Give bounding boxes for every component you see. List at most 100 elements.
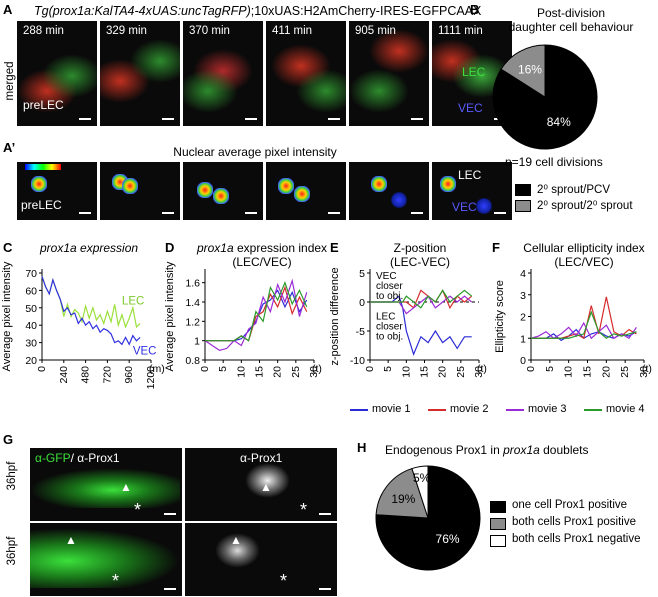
x-tick-label: 0 — [364, 366, 376, 372]
y-tick-label: 1.4 — [185, 297, 200, 309]
x-tick-label: 30 — [308, 366, 320, 378]
y-tick-label: 50 — [25, 303, 37, 315]
y-tick-label: 4 — [520, 268, 526, 280]
vec-label: VEC — [458, 101, 483, 115]
y-tick-label: 70 — [25, 268, 37, 280]
panel-d-subtitle: (LEC/VEC) — [232, 255, 292, 269]
chart-f: 0 1 2 3 4 0 5 10 15 20 25 30 Ellipticity score (t) — [494, 268, 652, 378]
lec-series-label: LEC — [122, 295, 144, 307]
y-tick-label: 60 — [25, 285, 37, 297]
panel-h-title-pre: Endogenous Prox1 in — [385, 443, 504, 457]
panel-b-legend-swatch-2 — [515, 200, 531, 212]
panel-b-n-label: n=19 cell divisions — [505, 155, 603, 169]
asterisk-marker: * — [300, 500, 308, 520]
pie-slice-label: 19% — [391, 492, 415, 506]
panel-g-image-gfp-2: ▲ * — [30, 523, 182, 596]
panel-h-legend-label-2: both cells Prox1 positive — [512, 516, 637, 528]
scale-bar — [411, 118, 423, 120]
panel-f-title: Cellular ellipticity index (LEC/VEC) — [510, 241, 658, 269]
frame-time-label: 370 min — [189, 25, 230, 37]
scale-bar — [328, 212, 340, 214]
scale-bar — [411, 212, 423, 214]
panel-b-legend-label-2: 2⁰ sprout/2⁰ sprout — [537, 200, 633, 212]
x-tick-label: 1200 — [145, 366, 157, 390]
panel-f-subtitle: (LEC/VEC) — [554, 255, 614, 269]
x-axis-unit-label: (t) — [477, 363, 487, 375]
movie-legend-label-1: movie 1 — [372, 403, 411, 415]
x-axis-unit-label: (m) — [149, 363, 165, 375]
panel-h-legend-swatch-2 — [490, 518, 506, 530]
heatmap-frame — [183, 162, 263, 220]
x-axis-unit-label: (t) — [312, 363, 322, 375]
pie-slice — [492, 44, 598, 150]
scale-bar — [162, 212, 174, 214]
scale-bar — [494, 212, 506, 214]
pie-slice-label: 5% — [413, 471, 431, 485]
panel-b-title-line1: Post-division — [536, 6, 606, 20]
y-axis-label: z-position difference — [329, 267, 341, 365]
gfp-signal — [30, 528, 180, 588]
nucleus-signal — [371, 176, 387, 192]
cell-signal — [296, 69, 346, 113]
nucleus-signal — [476, 198, 492, 214]
series-line — [370, 289, 473, 309]
frame-time-label: 411 min — [272, 25, 313, 37]
cell-signal — [349, 69, 409, 113]
vec-series-label: VEC — [133, 346, 157, 358]
nucleus-signal — [294, 186, 310, 202]
x-tick-label: 10 — [563, 366, 575, 378]
panel-g-image-prox1-2: ▲ * — [185, 523, 337, 596]
frame-time-label: 905 min — [355, 25, 396, 37]
heatmap-frame — [266, 162, 346, 220]
movie-legend-line-2 — [428, 409, 446, 411]
scale-bar — [319, 513, 331, 515]
pie-slice-label: 16% — [518, 63, 542, 77]
y-tick-label: 1.6 — [185, 278, 200, 290]
panel-d-title-rest: expression index — [233, 241, 328, 255]
frame-time-label: 288 min — [23, 25, 64, 37]
x-tick-label: 10 — [400, 366, 412, 378]
heatmap-frame — [100, 162, 180, 220]
x-axis-unit-label: (t) — [642, 363, 652, 375]
nucleus-signal — [197, 182, 213, 198]
cell-signal — [183, 69, 238, 113]
panel-a-row-label: merged — [4, 61, 16, 101]
panel-f-title-main: Cellular ellipticity index — [523, 241, 645, 255]
pie-slice — [500, 44, 546, 98]
panel-h-letter: H — [357, 440, 367, 455]
panel-h-legend-swatch-1 — [490, 501, 506, 513]
x-tick-label: 240 — [58, 366, 70, 384]
x-tick-label: 30 — [638, 366, 650, 378]
panel-c-title: prox1a expression — [40, 241, 139, 255]
y-tick-label: 0.8 — [185, 355, 200, 367]
scale-bar — [79, 212, 91, 214]
frame-time-label: 329 min — [106, 25, 147, 37]
panel-f-letter: F — [492, 240, 500, 255]
x-tick-label: 0 — [36, 366, 48, 372]
asterisk-marker: * — [280, 571, 288, 591]
y-axis-label: Average pixel intensity — [1, 261, 13, 371]
asterisk-marker: * — [112, 571, 120, 591]
x-tick-label: 720 — [101, 366, 113, 384]
lec-label: LEC — [458, 168, 482, 182]
x-tick-label: 25 — [619, 366, 631, 378]
nucleus-signal — [391, 192, 407, 208]
movie-legend-label-3: movie 3 — [528, 403, 567, 415]
prox1-signal — [215, 533, 260, 568]
micro-frame-merged: 905 min — [349, 21, 429, 126]
nucleus-signal — [278, 178, 294, 194]
pie-slice — [375, 467, 429, 519]
lec-label: LEC — [462, 65, 486, 79]
panel-d-letter: D — [165, 240, 175, 255]
panel-e-title: Z-position (LEC-VEC) — [345, 241, 495, 269]
panel-g-letter: G — [3, 432, 14, 447]
scale-bar — [245, 118, 257, 120]
movie-legend-line-4 — [584, 409, 602, 411]
arrowhead-icon: ▲ — [260, 480, 272, 494]
panel-e-letter: E — [330, 240, 339, 255]
x-tick-label: 30 — [473, 366, 485, 378]
y-tick-label: 20 — [25, 355, 37, 367]
y-axis-label: Ellipticity score — [494, 280, 506, 353]
y-tick-label: 5 — [359, 268, 365, 280]
